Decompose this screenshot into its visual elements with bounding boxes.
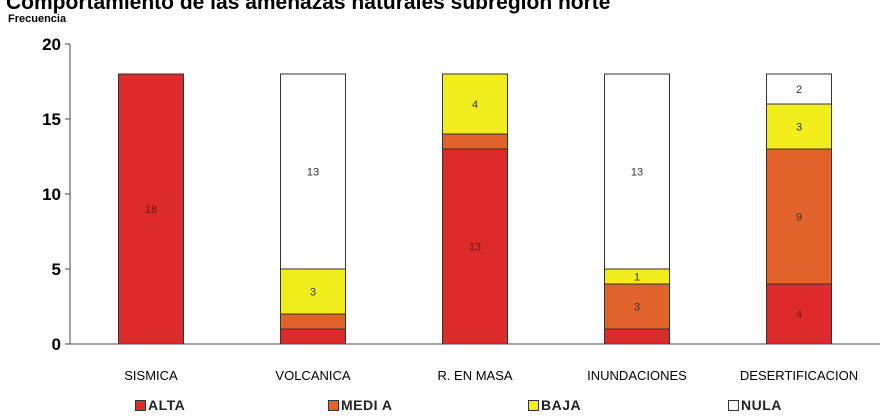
x-tick-label: INUNDACIONES: [587, 368, 687, 383]
data-label: 13: [631, 167, 643, 179]
y-tick-label: 15: [42, 110, 61, 129]
bar-segment-alta: [766, 283, 832, 345]
x-tick-label: VOLCANICA: [275, 368, 350, 383]
bar-segment-media: [442, 133, 508, 150]
legend-label: MEDI A: [341, 397, 393, 413]
y-axis-ticks: 0 5 10 15 20: [42, 35, 70, 354]
bar-segment-alta: [604, 328, 670, 345]
legend: ALTA MEDI A BAJA NULA: [0, 397, 891, 417]
data-label: 1: [634, 272, 640, 284]
legend-item: NULA: [728, 397, 782, 413]
legend-swatch: [528, 399, 539, 411]
y-tick-label: 20: [42, 35, 61, 54]
legend-swatch: [728, 399, 739, 411]
x-axis-ticks: SISMICA VOLCANICA R. EN MASA INUNDACIONES DE…: [124, 368, 858, 383]
x-tick-label: DESERTIFICACION: [740, 368, 858, 383]
bar-segment-media: [604, 283, 670, 330]
bars: 18 3 13 13 4 3 1 13 4 9 3 2: [118, 73, 832, 345]
x-tick-label: R. EN MASA: [437, 368, 512, 383]
data-label: 3: [796, 122, 802, 134]
bar-segment-media: [766, 148, 832, 285]
y-axis-label: Frecuencia: [8, 13, 67, 25]
bar-segment-baja: [280, 268, 346, 315]
y-tick-label: 0: [52, 335, 61, 354]
legend-item: BAJA: [528, 397, 581, 413]
data-label: 9: [796, 212, 802, 224]
bar-segment-alta: [280, 328, 346, 345]
bar-segment-nula: [766, 73, 832, 105]
bar-segment-baja: [766, 103, 832, 150]
data-label: 4: [796, 309, 802, 321]
legend-label: ALTA: [148, 397, 186, 413]
legend-label: NULA: [741, 397, 782, 413]
legend-item: MEDI A: [328, 397, 392, 413]
data-label: 4: [472, 99, 478, 111]
legend-swatch: [135, 399, 146, 411]
legend-label: BAJA: [541, 397, 582, 413]
legend-item: ALTA: [135, 397, 185, 413]
data-label: 13: [469, 242, 481, 254]
chart-title: Comportamiento de las amenazas naturales…: [6, 0, 611, 14]
data-label: 3: [310, 287, 316, 299]
y-tick-label: 10: [42, 185, 61, 204]
data-label: 13: [307, 167, 319, 179]
y-tick-label: 5: [52, 260, 61, 279]
bar-segment-nula: [280, 73, 346, 270]
data-label: 3: [634, 302, 640, 314]
bar-segment-media: [280, 313, 346, 330]
bar-segment-baja: [442, 73, 508, 135]
bar-segment-nula: [604, 73, 670, 270]
x-tick-label: SISMICA: [124, 368, 178, 383]
data-label: 18: [145, 204, 157, 216]
bar-segment-alta: [442, 148, 508, 345]
legend-swatch: [328, 399, 339, 411]
data-label: 2: [796, 84, 802, 96]
bar-segment-alta: [118, 73, 184, 345]
